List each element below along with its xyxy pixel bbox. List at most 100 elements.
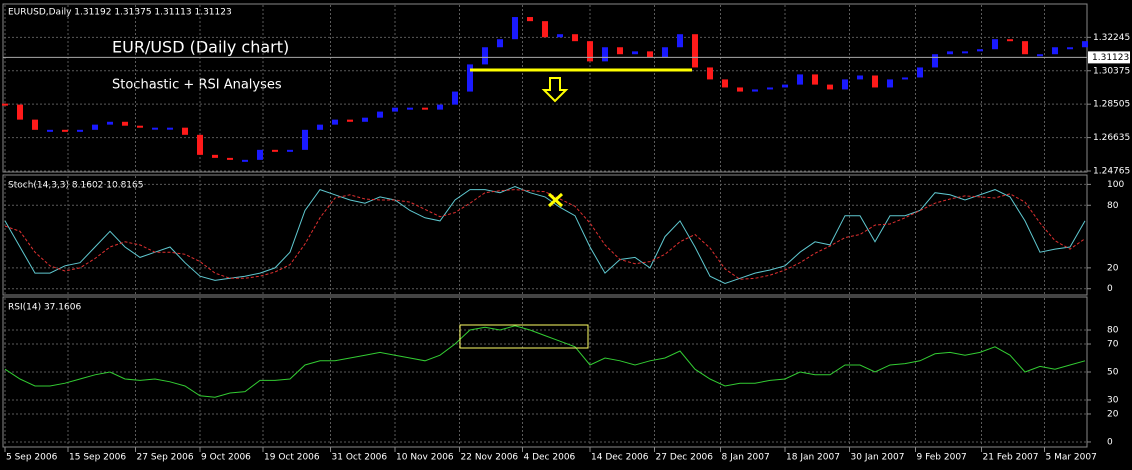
- chart-subtitle: Stochastic + RSI Analyses: [112, 78, 282, 93]
- y-tick-label: 80: [1107, 201, 1119, 211]
- panel-frame: [2, 3, 1088, 173]
- candle: [617, 47, 623, 55]
- x-tick-label: 22 Nov 2006: [461, 453, 519, 463]
- candle: [977, 49, 983, 52]
- x-tick-label: 9 Feb 2007: [917, 453, 967, 463]
- candle: [647, 51, 653, 58]
- candle: [77, 129, 83, 132]
- candle: [512, 17, 518, 40]
- price-box: [1088, 51, 1130, 64]
- y-tick-label: 100: [1107, 180, 1124, 190]
- candle: [587, 41, 593, 62]
- y-tick-label: 0: [1107, 284, 1113, 294]
- y-tick-label: 1.26635: [1093, 133, 1130, 143]
- x-tick-label: 5 Mar 2007: [1046, 453, 1097, 463]
- candle: [242, 159, 248, 162]
- panel-frame: [2, 174, 1088, 296]
- candle: [662, 47, 668, 58]
- x-tick-label: 31 Oct 2006: [332, 453, 388, 463]
- candle: [857, 75, 863, 80]
- candle: [137, 125, 143, 128]
- candle: [437, 104, 443, 110]
- candle: [917, 67, 923, 78]
- candle: [797, 74, 803, 85]
- candle: [497, 39, 503, 48]
- candle: [332, 119, 338, 125]
- price-label: 1.31123: [1092, 53, 1129, 63]
- x-tick-label: 8 Jan 2007: [722, 453, 770, 463]
- y-tick-label: 30: [1107, 395, 1119, 405]
- candle: [122, 121, 128, 126]
- candle: [782, 84, 788, 88]
- candle: [257, 149, 263, 160]
- candle: [827, 84, 833, 90]
- candle: [1007, 39, 1013, 42]
- candle: [557, 34, 563, 38]
- candle: [872, 75, 878, 88]
- candle: [182, 127, 188, 135]
- series-line: [4, 185, 1086, 285]
- y-tick-label: 1.32245: [1093, 33, 1130, 43]
- candle: [467, 64, 473, 92]
- panel-title: RSI(14) 37.1606: [8, 303, 81, 313]
- y-tick-label: 20: [1107, 263, 1119, 273]
- series-line: [4, 325, 1086, 398]
- candle: [887, 79, 893, 88]
- candle: [767, 87, 773, 90]
- candle: [197, 134, 203, 155]
- candle: [707, 67, 713, 80]
- x-tick-label: 4 Dec 2006: [524, 453, 576, 463]
- candle: [1067, 47, 1073, 50]
- candle: [167, 127, 173, 130]
- annotation-arrow: [541, 77, 569, 103]
- candle: [47, 129, 53, 132]
- candle: [947, 51, 953, 55]
- header: EURUSD,Daily 1.31192 1.31375 1.31113 1.3…: [8, 8, 232, 18]
- candle: [32, 119, 38, 130]
- candle: [1037, 54, 1043, 57]
- candle: [227, 157, 233, 160]
- x-tick-label: 14 Dec 2006: [591, 453, 649, 463]
- candle: [602, 47, 608, 62]
- annotation-cross: [547, 192, 564, 208]
- x-tick-label: 27 Dec 2006: [656, 453, 714, 463]
- y-tick-label: 50: [1107, 368, 1119, 378]
- candle: [527, 17, 533, 22]
- candle: [692, 34, 698, 68]
- series-line: [4, 189, 1086, 280]
- candle: [632, 51, 638, 55]
- candle: [737, 87, 743, 92]
- x-tick-label: 21 Feb 2007: [983, 453, 1039, 463]
- candle: [317, 124, 323, 130]
- candle: [992, 39, 998, 50]
- candle: [392, 107, 398, 112]
- y-tick-label: 80: [1107, 326, 1119, 336]
- y-tick-label: 1.24765: [1093, 167, 1130, 177]
- candle: [347, 119, 353, 122]
- panel-title: Stoch(14,3,3) 8.1602 10.8165: [8, 181, 143, 191]
- candle: [107, 121, 113, 125]
- candle: [302, 129, 308, 150]
- candle: [272, 149, 278, 152]
- candle: [812, 74, 818, 85]
- candle: [542, 21, 548, 38]
- candle: [407, 107, 413, 110]
- candle: [1022, 41, 1028, 55]
- candle: [92, 124, 98, 130]
- x-tick-label: 18 Jan 2007: [786, 453, 840, 463]
- y-tick-label: 1.30375: [1093, 66, 1130, 76]
- annotation-box: [459, 324, 589, 349]
- marks: 5 Sep 2006 15 Sep 2006 27 Sep 2006 9 Oct 20…: [2, 5, 1130, 463]
- x-tick-label: 10 Nov 2006: [396, 453, 454, 463]
- candle: [902, 77, 908, 80]
- candle: [287, 149, 293, 152]
- candle: [677, 34, 683, 48]
- candle: [422, 107, 428, 110]
- y-tick-label: 70: [1107, 340, 1119, 350]
- y-tick-label: 0: [1107, 437, 1113, 447]
- x-tick-label: 27 Sep 2006: [137, 453, 194, 463]
- candle: [1082, 41, 1088, 48]
- candle: [752, 89, 758, 92]
- candle: [452, 91, 458, 105]
